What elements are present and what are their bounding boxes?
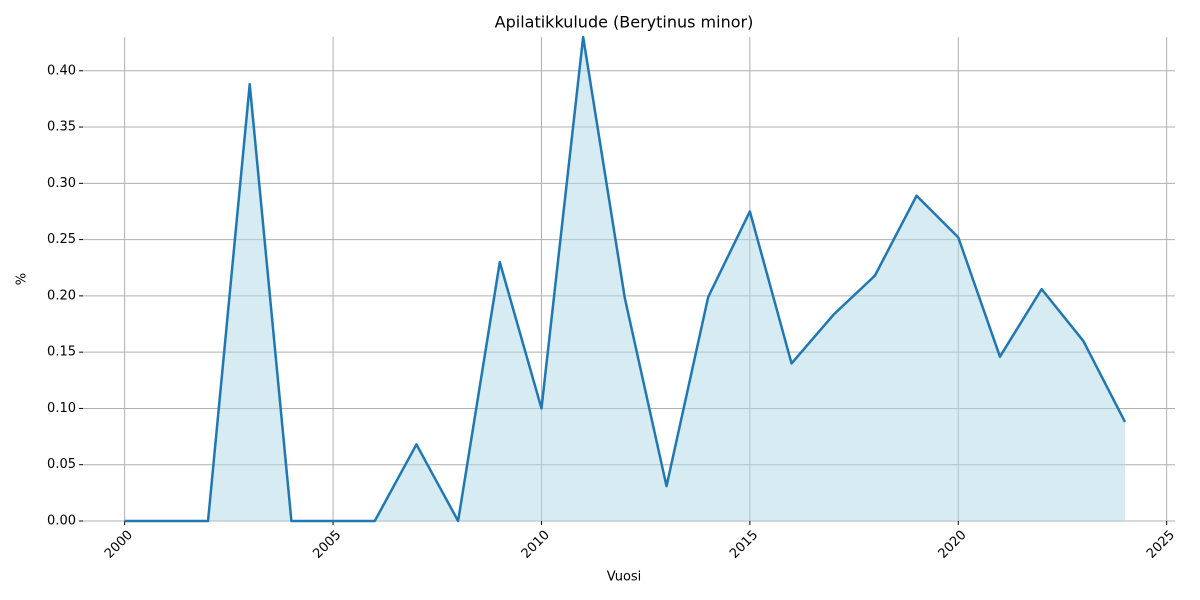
y-tick-label: 0.25: [47, 232, 76, 247]
line: [124, 35, 1127, 523]
x-tick-label: 2025: [1144, 528, 1178, 562]
y-tick-label: 0.20: [47, 288, 76, 303]
y-tick-label: 0.35: [47, 120, 76, 135]
y-tick-label: 0.40: [47, 63, 76, 78]
y-tick-label: 0.30: [47, 176, 76, 191]
x-tick-label: 2010: [519, 528, 553, 562]
x-tick-label: 2020: [936, 528, 970, 562]
y-tick-label: 0.00: [47, 514, 76, 529]
x-axis-label: Vuosi: [607, 570, 642, 585]
y-axis-label: %: [15, 273, 30, 285]
y-tick-label: 0.15: [47, 345, 76, 360]
area: [124, 37, 1125, 521]
chart-title: Apilatikkulude (Berytinus minor): [495, 13, 754, 32]
y-tick-label: 0.10: [47, 401, 76, 416]
y-tick-label: 0.05: [47, 457, 76, 472]
x-tick-label: 2000: [102, 528, 136, 562]
x-tick-label: 2015: [727, 528, 761, 562]
x-tick-label: 2005: [310, 528, 344, 562]
